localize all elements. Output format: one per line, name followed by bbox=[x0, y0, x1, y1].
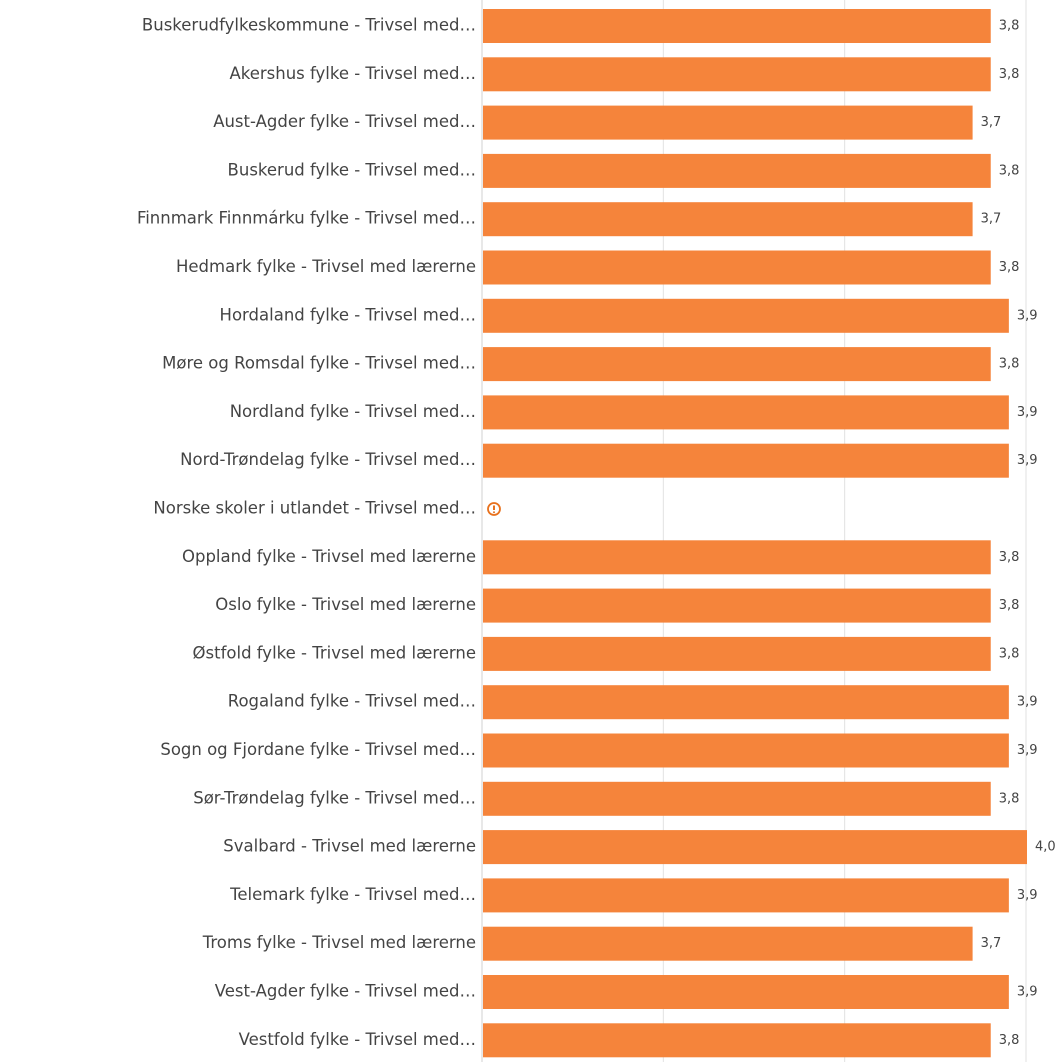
value-label: 3,7 bbox=[981, 936, 1002, 951]
category-label: Akershus fylke - Trivsel med… bbox=[229, 64, 476, 83]
bar bbox=[483, 830, 1027, 865]
category-label: Østfold fylke - Trivsel med lærerne bbox=[193, 643, 476, 662]
bar bbox=[483, 926, 973, 961]
category-label: Hordaland fylke - Trivsel med… bbox=[220, 305, 476, 324]
category-label: Sør-Trøndelag fylke - Trivsel med… bbox=[193, 788, 476, 807]
bar bbox=[483, 250, 991, 285]
category-label: Vestfold fylke - Trivsel med… bbox=[239, 1030, 476, 1049]
value-label: 3,8 bbox=[999, 357, 1020, 372]
value-label: 3,8 bbox=[999, 260, 1020, 275]
bar bbox=[483, 395, 1009, 430]
value-label: 3,9 bbox=[1017, 308, 1038, 323]
category-label: Nord-Trøndelag fylke - Trivsel med… bbox=[180, 450, 476, 469]
bar bbox=[483, 685, 1009, 720]
value-label: 3,8 bbox=[999, 1033, 1020, 1048]
bar bbox=[483, 153, 991, 188]
value-label: 3,9 bbox=[1017, 985, 1038, 1000]
bar bbox=[483, 636, 991, 671]
bar bbox=[483, 975, 1009, 1009]
value-label: 3,9 bbox=[1017, 453, 1038, 468]
category-label: Oslo fylke - Trivsel med lærerne bbox=[215, 595, 476, 614]
category-label: Oppland fylke - Trivsel med lærerne bbox=[182, 547, 476, 566]
value-label: 3,8 bbox=[999, 791, 1020, 806]
category-label: Telemark fylke - Trivsel med… bbox=[229, 885, 476, 904]
value-label: 3,7 bbox=[981, 212, 1002, 227]
value-label: 3,8 bbox=[999, 19, 1020, 34]
category-label: Møre og Romsdal fylke - Trivsel med… bbox=[162, 354, 476, 373]
bar bbox=[483, 298, 1009, 333]
value-label: 3,8 bbox=[999, 67, 1020, 82]
value-label: 3,8 bbox=[999, 163, 1020, 178]
value-label: 3,9 bbox=[1017, 405, 1038, 420]
category-label: Hedmark fylke - Trivsel med lærerne bbox=[176, 257, 476, 276]
bar bbox=[483, 1023, 991, 1058]
category-label: Vest-Agder fylke - Trivsel med… bbox=[215, 982, 476, 1001]
bar bbox=[483, 443, 1009, 478]
category-label: Nordland fylke - Trivsel med… bbox=[230, 402, 476, 421]
category-label: Aust-Agder fylke - Trivsel med… bbox=[213, 112, 476, 131]
value-label: 3,9 bbox=[1017, 888, 1038, 903]
category-label: Finnmark Finnmárku fylke - Trivsel med… bbox=[137, 209, 476, 228]
bar bbox=[483, 202, 973, 237]
bar bbox=[483, 540, 991, 575]
category-label: Norske skoler i utlandet - Trivsel med… bbox=[153, 499, 476, 518]
value-label: 3,9 bbox=[1017, 743, 1038, 758]
category-label: Rogaland fylke - Trivsel med… bbox=[228, 692, 476, 711]
category-label: Buskerudfylkeskommune - Trivsel med… bbox=[142, 16, 476, 35]
bar bbox=[483, 9, 991, 43]
bar bbox=[483, 57, 991, 92]
bar bbox=[483, 781, 991, 816]
bar bbox=[483, 878, 1009, 913]
value-label: 3,7 bbox=[981, 115, 1002, 130]
bar bbox=[483, 347, 991, 382]
warning-icon bbox=[487, 502, 501, 516]
value-label: 4,0 bbox=[1035, 840, 1056, 855]
category-label: Buskerud fylke - Trivsel med… bbox=[228, 160, 476, 179]
bar bbox=[483, 588, 991, 623]
category-label: Svalbard - Trivsel med lærerne bbox=[223, 837, 476, 856]
value-label: 3,8 bbox=[999, 598, 1020, 613]
category-label: Sogn og Fjordane fylke - Trivsel med… bbox=[160, 740, 476, 759]
bar bbox=[483, 105, 973, 140]
value-label: 3,9 bbox=[1017, 695, 1038, 710]
category-label: Troms fylke - Trivsel med lærerne bbox=[202, 933, 476, 952]
value-label: 3,8 bbox=[999, 646, 1020, 661]
bar bbox=[483, 733, 1009, 768]
value-label: 3,8 bbox=[999, 550, 1020, 565]
warning-icon bbox=[493, 511, 495, 514]
